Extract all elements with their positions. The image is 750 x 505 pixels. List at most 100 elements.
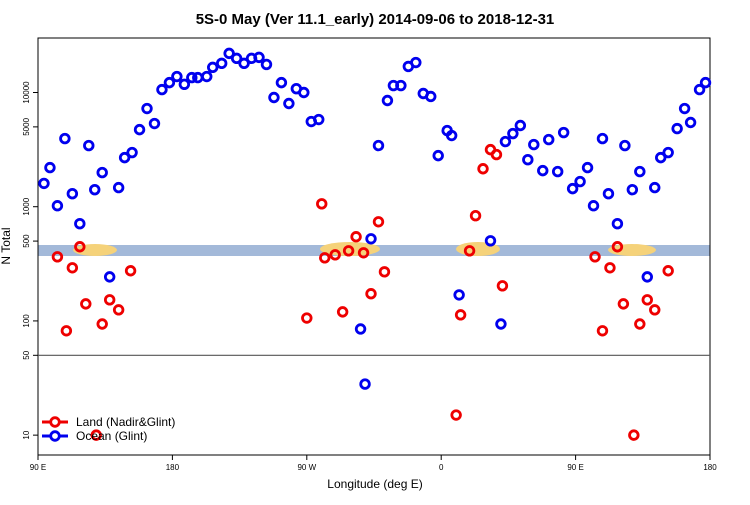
data-point bbox=[298, 86, 310, 99]
data-point bbox=[641, 271, 653, 283]
y-tick-label: 10 bbox=[22, 430, 31, 439]
data-point bbox=[655, 151, 667, 164]
data-point bbox=[336, 306, 349, 318]
data-point bbox=[89, 183, 101, 196]
data-point bbox=[66, 262, 79, 274]
data-point bbox=[450, 409, 462, 421]
data-point bbox=[38, 177, 50, 190]
data-point bbox=[329, 249, 341, 261]
data-point bbox=[649, 181, 661, 194]
data-point bbox=[528, 138, 540, 151]
data-point bbox=[634, 318, 646, 330]
data-point bbox=[118, 151, 131, 164]
data-point bbox=[425, 90, 437, 103]
data-point bbox=[51, 251, 64, 263]
y-tick-label: 1000 bbox=[22, 197, 31, 215]
x-tick-label: 90 W bbox=[297, 463, 316, 472]
data-point bbox=[611, 217, 624, 230]
data-point bbox=[201, 70, 213, 83]
data-point bbox=[537, 164, 549, 177]
data-point bbox=[693, 83, 706, 96]
data-point bbox=[381, 94, 394, 107]
data-point bbox=[103, 271, 116, 283]
data-point bbox=[596, 325, 609, 337]
data-point bbox=[649, 304, 661, 316]
data-point bbox=[596, 132, 609, 145]
data-point bbox=[316, 198, 328, 210]
data-point bbox=[230, 52, 243, 65]
data-point bbox=[499, 135, 512, 148]
data-point bbox=[74, 241, 86, 253]
y-tick-label: 100 bbox=[22, 314, 31, 328]
data-point bbox=[395, 79, 407, 92]
land-shape bbox=[320, 242, 380, 256]
data-point bbox=[207, 61, 219, 74]
data-point bbox=[454, 309, 467, 321]
legend-label: Ocean (Glint) bbox=[76, 429, 147, 443]
y-tick-label: 5000 bbox=[22, 117, 31, 135]
data-point bbox=[463, 245, 476, 257]
data-point bbox=[628, 429, 640, 441]
data-point bbox=[587, 200, 600, 212]
data-point bbox=[354, 323, 367, 335]
data-point bbox=[141, 102, 153, 115]
data-point bbox=[477, 163, 489, 175]
x-tick-label: 0 bbox=[439, 463, 444, 472]
data-point bbox=[178, 78, 191, 90]
data-point bbox=[634, 165, 646, 178]
data-point bbox=[186, 71, 198, 84]
data-point bbox=[453, 289, 465, 301]
data-point bbox=[551, 165, 564, 178]
legend-marker bbox=[49, 416, 61, 428]
data-point bbox=[59, 132, 71, 145]
data-point bbox=[260, 58, 273, 71]
data-point bbox=[96, 166, 108, 179]
x-axis-label: Longitude (deg E) bbox=[327, 477, 422, 491]
data-point bbox=[611, 241, 624, 253]
data-point bbox=[496, 280, 509, 292]
data-point bbox=[662, 146, 674, 159]
data-point bbox=[566, 182, 579, 195]
data-point bbox=[589, 251, 601, 263]
data-point bbox=[238, 57, 250, 70]
data-point bbox=[66, 187, 79, 200]
data-point bbox=[445, 129, 458, 142]
x-tick-label: 90 E bbox=[30, 463, 46, 472]
data-point bbox=[574, 175, 586, 188]
y-axis-label: N Total bbox=[0, 227, 13, 264]
data-point bbox=[96, 318, 108, 330]
data-point bbox=[80, 298, 92, 310]
data-point bbox=[522, 153, 534, 166]
data-point bbox=[103, 294, 116, 306]
data-point bbox=[148, 117, 161, 130]
y-tick-label: 10000 bbox=[22, 81, 31, 104]
data-point bbox=[253, 51, 265, 64]
data-point bbox=[410, 56, 422, 69]
data-point bbox=[192, 71, 204, 84]
data-point bbox=[215, 57, 228, 70]
data-point bbox=[44, 161, 56, 174]
x-tick-label: 180 bbox=[703, 463, 717, 472]
data-point bbox=[223, 47, 235, 60]
land-shape bbox=[608, 244, 656, 256]
data-point bbox=[662, 265, 674, 277]
data-point bbox=[83, 139, 95, 152]
data-point bbox=[372, 139, 385, 152]
data-point bbox=[495, 318, 507, 330]
data-point bbox=[359, 378, 371, 390]
data-point bbox=[490, 148, 503, 161]
data-point bbox=[133, 123, 146, 136]
data-point bbox=[51, 200, 64, 212]
data-point bbox=[543, 133, 555, 146]
map-strip bbox=[38, 242, 710, 256]
data-point bbox=[171, 70, 183, 83]
data-point bbox=[432, 149, 444, 162]
data-point bbox=[350, 231, 362, 243]
chart-title: 5S-0 May (Ver 11.1_early) 2014-09-06 to … bbox=[196, 11, 555, 28]
data-point bbox=[514, 119, 527, 132]
data-point bbox=[617, 298, 630, 310]
plot-frame bbox=[37, 37, 711, 456]
data-point bbox=[378, 266, 391, 278]
data-point bbox=[319, 252, 331, 264]
